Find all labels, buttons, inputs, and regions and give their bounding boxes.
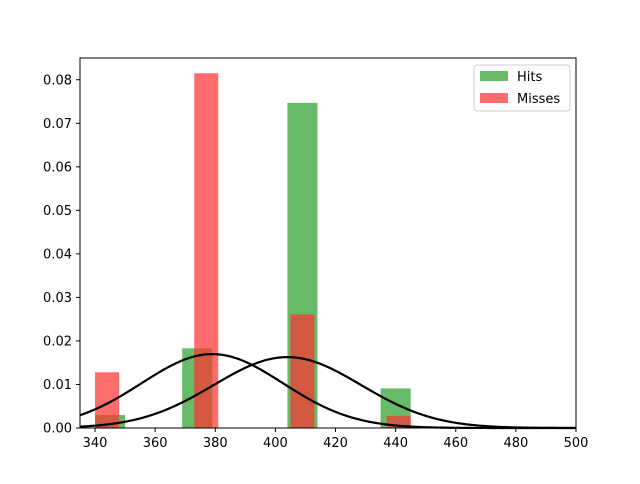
y-tick-label: 0.04 xyxy=(43,247,72,262)
legend-label-hits: Hits xyxy=(517,70,542,85)
x-tick-label: 380 xyxy=(203,436,228,451)
y-tick-label: 0.08 xyxy=(43,73,72,88)
legend-label-misses: Misses xyxy=(517,92,560,107)
x-tick-label: 480 xyxy=(503,436,528,451)
x-tick-label: 440 xyxy=(383,436,408,451)
x-tick-label: 360 xyxy=(143,436,168,451)
bar-misses-1 xyxy=(194,73,219,428)
y-tick-label: 0.02 xyxy=(43,334,72,349)
y-tick-label: 0.05 xyxy=(43,204,72,219)
y-tick-label: 0.00 xyxy=(43,422,72,437)
bar-misses-2 xyxy=(290,314,315,428)
x-tick-label: 500 xyxy=(564,436,589,451)
legend: Hits Misses xyxy=(473,64,571,112)
y-tick-label: 0.06 xyxy=(43,160,72,175)
axes-frame xyxy=(79,57,577,429)
x-tick-label: 420 xyxy=(323,436,348,451)
y-tick-label: 0.07 xyxy=(43,117,72,132)
pdf-curve-0 xyxy=(79,352,576,430)
x-tick-label: 460 xyxy=(443,436,468,451)
y-tick-label: 0.01 xyxy=(43,378,72,393)
x-tick-label: 340 xyxy=(83,436,108,451)
legend-swatch-misses xyxy=(480,93,508,103)
x-tick-label: 400 xyxy=(263,436,288,451)
y-tick-label: 0.03 xyxy=(43,291,72,306)
legend-swatch-hits xyxy=(480,71,508,81)
pdf-curve-1 xyxy=(79,356,577,430)
